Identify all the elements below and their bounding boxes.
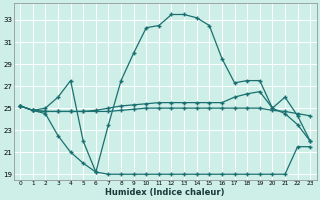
X-axis label: Humidex (Indice chaleur): Humidex (Indice chaleur)	[106, 188, 225, 197]
